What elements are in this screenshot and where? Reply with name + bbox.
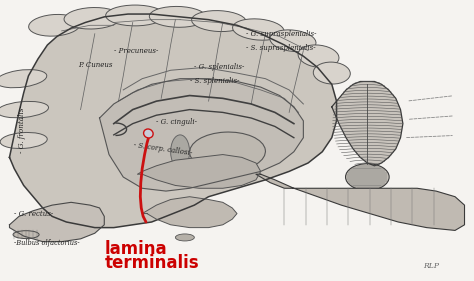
Ellipse shape <box>313 62 350 84</box>
Text: RLP: RLP <box>423 262 439 269</box>
Polygon shape <box>100 79 303 191</box>
Ellipse shape <box>175 234 194 241</box>
Text: - G. suprasplenialis-: - G. suprasplenialis- <box>246 30 317 38</box>
Polygon shape <box>142 197 237 228</box>
Ellipse shape <box>346 164 389 191</box>
Text: - S. corp. callosi-: - S. corp. callosi- <box>133 141 192 157</box>
Polygon shape <box>9 14 337 228</box>
Ellipse shape <box>0 101 48 118</box>
Text: -Bulbus olfactorius-: -Bulbus olfactorius- <box>14 239 80 247</box>
Text: - G. splenialis-: - G. splenialis- <box>194 64 245 71</box>
Text: - G. cinguli-: - G. cinguli- <box>156 118 197 126</box>
Ellipse shape <box>144 129 153 138</box>
Ellipse shape <box>106 5 164 26</box>
Text: - S. suprasplenialis-: - S. suprasplenialis- <box>246 44 316 52</box>
Text: terminalis: terminalis <box>104 254 199 272</box>
Ellipse shape <box>298 45 339 67</box>
Ellipse shape <box>0 70 47 88</box>
Ellipse shape <box>0 132 47 149</box>
Ellipse shape <box>28 14 81 36</box>
Polygon shape <box>332 81 403 166</box>
Ellipse shape <box>190 132 265 171</box>
Ellipse shape <box>64 8 121 29</box>
Polygon shape <box>256 174 465 230</box>
Ellipse shape <box>191 11 246 31</box>
Text: lamina: lamina <box>104 240 167 258</box>
Text: - S. splenialis-: - S. splenialis- <box>190 78 239 85</box>
Ellipse shape <box>270 30 316 52</box>
Ellipse shape <box>13 231 39 239</box>
Text: P. Cuneus: P. Cuneus <box>78 61 113 69</box>
Text: - G. rectus-: - G. rectus- <box>14 210 54 217</box>
Polygon shape <box>137 155 261 188</box>
Ellipse shape <box>171 135 190 169</box>
Text: - G. frontalis-: - G. frontalis- <box>18 105 26 153</box>
Ellipse shape <box>233 19 284 40</box>
Text: - Precuneus-: - Precuneus- <box>114 47 158 55</box>
Ellipse shape <box>149 6 206 27</box>
Polygon shape <box>9 202 104 242</box>
